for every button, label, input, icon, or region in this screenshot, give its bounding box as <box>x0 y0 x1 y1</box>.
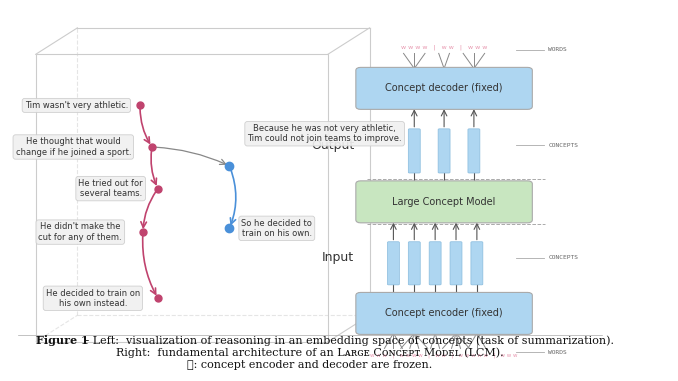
Text: Output: Output <box>311 139 354 152</box>
Text: Large Concept Model: Large Concept Model <box>393 197 496 207</box>
FancyBboxPatch shape <box>356 67 532 109</box>
Text: Concept decoder (fixed): Concept decoder (fixed) <box>385 83 503 93</box>
Text: w w w w   |   w w   |   w w w: w w w w | w w | w w w <box>401 44 487 50</box>
Text: Because he was not very athletic,
Tim could not join teams to improve.: Because he was not very athletic, Tim co… <box>247 124 402 144</box>
Text: Tim wasn't very athletic.: Tim wasn't very athletic. <box>24 101 128 110</box>
FancyBboxPatch shape <box>408 242 420 285</box>
FancyBboxPatch shape <box>408 129 420 173</box>
Text: Right:  fundamental architecture of an Lᴀʀɢᴇ Cᴏɴᴄᴇᴘᴛ Mᴏᴅᴇʟ (LCM).: Right: fundamental architecture of an Lᴀ… <box>116 347 504 358</box>
Text: Concept encoder (fixed): Concept encoder (fixed) <box>385 309 503 319</box>
Text: He tried out for
several teams.: He tried out for several teams. <box>79 179 143 198</box>
Text: CONCEPTS: CONCEPTS <box>549 142 578 147</box>
Text: w w w   |   w w w w   |   w w   |   w w w w w   |   w w w: w w w | w w w w | w w | w w w w w | w w … <box>370 352 518 358</box>
FancyBboxPatch shape <box>471 242 483 285</box>
Text: - Left:  visualization of reasoning in an embedding space of concepts (task of s: - Left: visualization of reasoning in an… <box>82 336 614 346</box>
FancyBboxPatch shape <box>356 293 532 335</box>
Text: ⋆: concept encoder and decoder are frozen.: ⋆: concept encoder and decoder are froze… <box>187 360 433 370</box>
Text: He didn't make the
cut for any of them.: He didn't make the cut for any of them. <box>39 223 122 242</box>
Text: WORDS: WORDS <box>549 47 567 52</box>
Text: So he decided to
train on his own.: So he decided to train on his own. <box>241 219 313 238</box>
Text: Input: Input <box>322 251 354 264</box>
FancyBboxPatch shape <box>387 242 399 285</box>
Text: CONCEPTS: CONCEPTS <box>549 255 578 260</box>
FancyBboxPatch shape <box>429 242 441 285</box>
FancyBboxPatch shape <box>468 129 480 173</box>
Text: He thought that would
change if he joined a sport.: He thought that would change if he joine… <box>16 137 131 157</box>
FancyBboxPatch shape <box>356 181 532 223</box>
FancyBboxPatch shape <box>438 129 450 173</box>
Text: Figure 1: Figure 1 <box>36 335 88 346</box>
FancyBboxPatch shape <box>450 242 462 285</box>
Text: WORDS: WORDS <box>549 350 567 355</box>
Text: He decided to train on
his own instead.: He decided to train on his own instead. <box>45 288 140 308</box>
